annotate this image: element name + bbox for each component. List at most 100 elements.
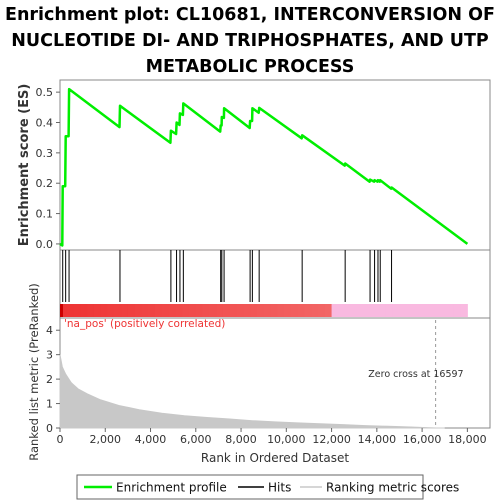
x-tick-label: 6,000 [180,433,212,446]
rank-tick-label: 0 [46,422,53,435]
legend-ranking-label: Ranking metric scores [326,481,459,495]
rank-band-segment [155,304,163,317]
x-tick-label: 18,000 [448,433,487,446]
rank-band-segment [121,304,129,317]
rank-band-segment [447,304,455,317]
rank-band-segment [379,304,387,317]
rank-band-segment [256,304,265,317]
rank-band-segment [311,304,319,317]
rank-band-segment [345,304,353,317]
rank-tick-label: 3 [46,349,53,362]
rank-band-segment [365,304,373,317]
rank-band-segment [351,304,360,317]
rank-band-segment [284,304,292,317]
legend-profile-label: Enrichment profile [116,481,227,495]
chart-title-line-3: METABOLIC PROCESS [145,57,355,77]
rank-y-ticks: 0 1 2 3 4 [46,324,60,435]
rank-band-segment [73,304,81,317]
rank-band-segment [195,304,204,317]
rank-band-segment [168,304,176,317]
chart-title-line-1: Enrichment plot: CL10681, INTERCONVERSIO… [5,5,495,25]
x-tick-label: 8,000 [225,433,257,446]
es-tick-label: 0.3 [36,147,54,160]
rank-band-segment [189,304,197,317]
es-tick-label: 0.4 [36,117,54,130]
rank-y-axis-label: Ranked list metric (PreRanked) [27,283,41,461]
ranking-metric-area [59,354,445,429]
rank-band-segment [161,304,170,317]
x-axis-ticks: 0 2,000 4,000 6,000 8,000 10,000 12,000 14,000 1… [57,428,487,446]
rank-band-segment [148,304,156,317]
rank-band-segment [277,304,285,317]
rank-band-segment [182,304,190,317]
rank-band-segment [304,304,312,317]
rank-band-segment [216,304,224,317]
rank-band-segment [229,304,238,317]
rank-band-segment [243,304,251,317]
rank-band-segment [385,304,394,317]
rank-band-segment [60,304,63,317]
rank-tick-label: 1 [46,398,53,411]
rank-band-segment [100,304,109,317]
rank-band-segment [358,304,367,317]
es-y-ticks: 0.0 0.1 0.2 0.3 0.4 0.5 [36,86,60,251]
rank-band-segment [263,304,271,317]
rank-tick-label: 2 [46,373,53,386]
rank-tick-label: 4 [46,324,53,337]
es-tick-label: 0.5 [36,86,54,99]
x-tick-label: 2,000 [90,433,122,446]
rank-band-segment [80,304,88,317]
x-tick-label: 0 [57,433,64,446]
rank-color-band [60,304,468,317]
zero-cross-label: Zero cross at 16597 [368,369,463,380]
rank-band-segment [453,304,462,317]
es-y-axis-label: Enrichment score (ES) [17,84,32,247]
rank-band-segment [419,304,428,317]
rank-band-segment [87,304,95,317]
x-tick-label: 4,000 [135,433,167,446]
chart-title: Enrichment plot: CL10681, INTERCONVERSIO… [0,2,500,80]
rank-band-segment [175,304,183,317]
rank-band-segment [413,304,421,317]
rank-band-segment [60,304,68,317]
rank-band-segment [433,304,441,317]
rank-band-segment [114,304,122,317]
rank-band-segment [440,304,448,317]
rank-band-segment [236,304,244,317]
rank-band-segment [426,304,434,317]
rank-band-segment [392,304,400,317]
rank-band-segment [107,304,115,317]
x-tick-label: 10,000 [267,433,306,446]
rank-band-segment [134,304,142,317]
rank-band-segment [222,304,231,317]
es-tick-label: 0.2 [36,177,54,190]
rank-band-segment [202,304,210,317]
x-tick-label: 16,000 [403,433,442,446]
rank-band-segment [324,304,333,317]
enrichment-profile-line [59,87,469,247]
rank-band-segment [270,304,278,317]
es-panel-frame [59,79,491,251]
rank-band-segment [250,304,258,317]
rank-band-segment [372,304,380,317]
rank-band-segment [290,304,299,317]
x-tick-label: 12,000 [312,433,351,446]
rank-band-segment [318,304,326,317]
rank-band-segment [209,304,217,317]
es-tick-label: 0.0 [36,238,54,251]
x-tick-label: 14,000 [358,433,397,446]
rank-band-segment [141,304,149,317]
rank-band-segment [93,304,102,317]
hits-marks [62,250,393,302]
na-pos-annotation: 'na_pos' (positively correlated) [64,318,225,330]
rank-band-segment [331,304,339,317]
rank-band-segment [297,304,305,317]
chart-title-line-2: NUCLEOTIDE DI- AND TRIPHOSPHATES, AND UT… [11,31,489,51]
rank-band-segment [399,304,407,317]
rank-band-segment [338,304,346,317]
x-axis-label: Rank in Ordered Dataset [201,451,349,465]
es-tick-label: 0.1 [36,208,54,221]
rank-band-segment [66,304,75,317]
rank-band-segment [406,304,414,317]
